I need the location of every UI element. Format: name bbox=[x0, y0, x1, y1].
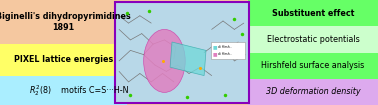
Polygon shape bbox=[170, 42, 206, 76]
Text: motifs C=S···H-N: motifs C=S···H-N bbox=[56, 86, 129, 95]
FancyBboxPatch shape bbox=[0, 44, 127, 76]
Text: di Hirsh..: di Hirsh.. bbox=[218, 52, 231, 56]
FancyBboxPatch shape bbox=[248, 0, 378, 26]
FancyBboxPatch shape bbox=[248, 79, 378, 105]
Text: $R_2^2$(8): $R_2^2$(8) bbox=[29, 83, 52, 98]
Text: Biginelli's dihydropyrimidines
1891: Biginelli's dihydropyrimidines 1891 bbox=[0, 12, 131, 32]
FancyBboxPatch shape bbox=[248, 52, 378, 79]
FancyBboxPatch shape bbox=[0, 76, 127, 105]
FancyBboxPatch shape bbox=[0, 0, 127, 44]
Text: Substituent effect: Substituent effect bbox=[272, 9, 354, 18]
FancyBboxPatch shape bbox=[248, 26, 378, 52]
FancyBboxPatch shape bbox=[211, 42, 245, 59]
Text: di Hirsh..: di Hirsh.. bbox=[218, 45, 231, 49]
Text: Hirshfeld surface analysis: Hirshfeld surface analysis bbox=[261, 61, 365, 70]
Text: 3D deformation density: 3D deformation density bbox=[266, 87, 360, 96]
Text: Electrostatic potentials: Electrostatic potentials bbox=[266, 35, 359, 44]
Text: PIXEL lattice energies: PIXEL lattice energies bbox=[14, 55, 113, 64]
Text: ■: ■ bbox=[213, 52, 217, 57]
FancyBboxPatch shape bbox=[115, 2, 249, 103]
Ellipse shape bbox=[144, 29, 185, 92]
Text: ■: ■ bbox=[213, 44, 217, 49]
